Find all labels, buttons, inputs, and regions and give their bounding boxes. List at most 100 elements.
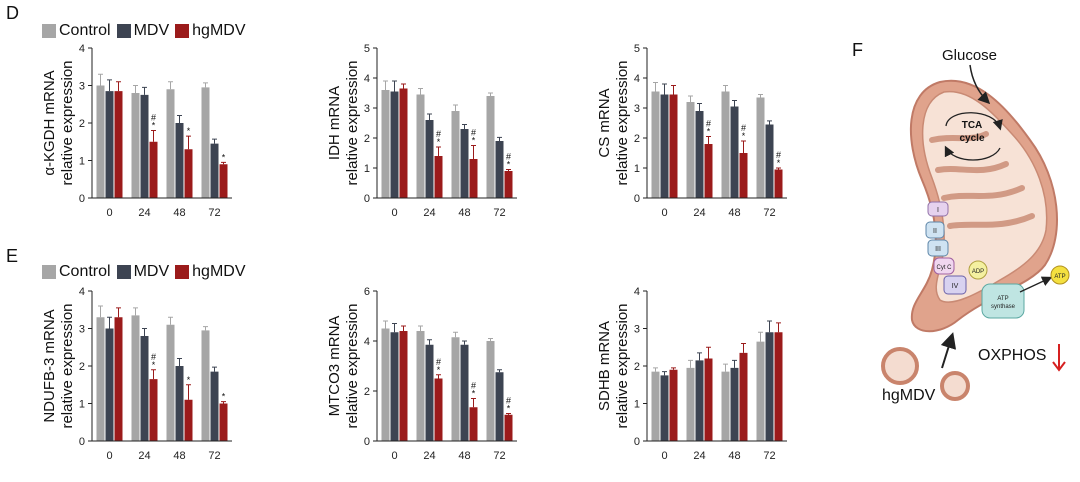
x-tick-label: 72 [208,450,220,462]
atp-synthase-label: ATP [997,296,1008,302]
significance-mark: * [507,404,511,414]
complex-ii-label: II [933,228,937,235]
bar-hgmdv [739,352,748,441]
bar-mdv [390,332,399,441]
legend-item-hgmdv: hgMDV [175,263,246,281]
y-axis-label: SDHB mRNA [596,321,613,411]
significance-mark: # [506,396,511,406]
legend-top: Control MDV hgMDV [42,22,246,40]
bar-mdv [730,367,739,441]
bar-hgmdv [184,399,193,441]
y-axis-label: relative expression [344,60,361,185]
bar-control [166,89,175,198]
legend-item-control: Control [42,263,111,281]
bar-hgmdv [219,164,228,198]
bar-control [131,315,140,441]
bar-mdv [695,111,704,198]
y-tick-label: 4 [634,73,640,85]
y-tick-label: 2 [364,386,370,398]
y-tick-label: 2 [79,361,85,373]
x-tick-label: 48 [458,450,470,462]
crista-1 [929,131,989,143]
bar-hgmdv [669,369,678,441]
hgmdv-vesicle-1 [881,347,919,385]
bar-control [756,97,765,198]
y-tick-label: 1 [634,163,640,175]
x-tick-label: 24 [138,450,150,462]
bar-mdv [210,371,219,441]
y-tick-label: 2 [634,361,640,373]
bar-control [721,91,730,198]
y-tick-label: 4 [634,286,640,298]
y-axis-label: MTCO3 mRNA [326,316,343,417]
glucose-label: Glucose [942,47,997,64]
bar-mdv [210,143,219,198]
bar-control [166,324,175,441]
y-tick-label: 3 [79,81,85,93]
panel-letter-d: D [6,3,19,23]
bar-mdv [730,106,739,198]
significance-mark: # [506,152,511,162]
bar-mdv [460,344,469,441]
legend-swatch-mdv [116,24,131,38]
bar-mdv [460,129,469,198]
legend-label-control: Control [59,22,111,39]
significance-mark: * [222,152,226,162]
bar-hgmdv [469,159,478,198]
x-tick-label: 48 [728,207,740,219]
x-tick-label: 24 [138,207,150,219]
bar-hgmdv [184,149,193,198]
y-tick-label: 6 [364,286,370,298]
bar-hgmdv [739,153,748,198]
legend-label-mdv: MDV [133,22,170,39]
significance-mark: # [151,352,156,362]
y-tick-label: 1 [634,399,640,411]
bar-control [96,85,105,198]
legend-swatch-hgmdv [175,265,190,279]
x-tick-label: 48 [458,207,470,219]
legend-item-control: Control [42,22,111,40]
y-axis-label: relative expression [614,60,631,185]
complex-iii-label: III [935,246,941,253]
legend-swatch-hgmdv [175,24,190,38]
crista-3 [941,185,1025,201]
bar-hgmdv [434,378,443,441]
legend-item-mdv: MDV [116,263,169,281]
hgmdv-vesicle-2 [940,371,970,401]
significance-mark: * [187,126,191,136]
significance-mark: # [436,129,441,139]
significance-mark: * [152,360,156,370]
complex-iv [943,275,967,295]
atp-synthase-label-2: synthase [991,304,1016,310]
bar-control [381,328,390,441]
x-tick-label: 48 [173,207,185,219]
y-tick-label: 4 [364,336,370,348]
bar-hgmdv [434,156,443,198]
x-tick-label: 48 [173,450,185,462]
y-tick-label: 3 [364,103,370,115]
significance-mark: # [706,119,711,129]
significance-mark: * [437,137,441,147]
significance-mark: * [507,160,511,170]
x-tick-label: 72 [493,450,505,462]
bar-mdv [495,141,504,198]
atp-molecule [1050,265,1070,285]
complex-ii [925,221,945,239]
bar-mdv [695,360,704,441]
y-tick-label: 2 [79,118,85,130]
x-tick-label: 48 [728,450,740,462]
y-tick-label: 5 [634,43,640,55]
bar-control [201,87,210,198]
crista-4 [947,213,1035,229]
complex-i [927,201,949,217]
cyt-c [933,257,955,275]
y-axis-label: relative expression [59,60,76,185]
x-tick-label: 24 [423,207,435,219]
x-tick-label: 72 [763,450,775,462]
y-axis-label: NDUFB-3 mRNA [41,309,58,422]
y-tick-label: 0 [79,193,85,205]
x-tick-label: 0 [106,207,112,219]
y-tick-label: 0 [79,436,85,448]
bar-control [451,337,460,441]
bar-hgmdv [504,171,513,198]
